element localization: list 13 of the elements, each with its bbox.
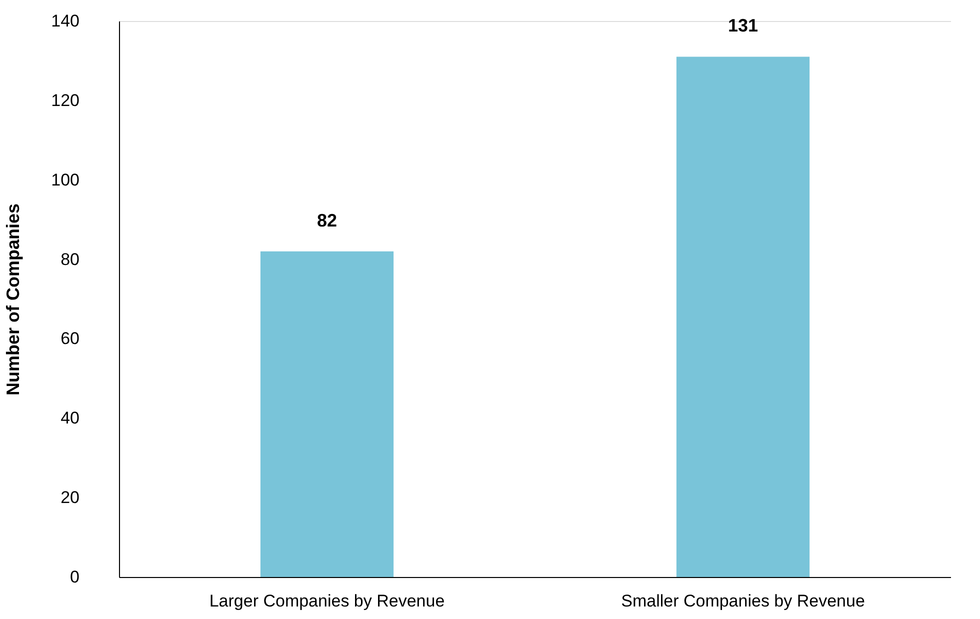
y-tick-label: 120 bbox=[51, 90, 80, 110]
y-tick-label: 60 bbox=[60, 329, 80, 348]
y-tick-label: 40 bbox=[60, 408, 80, 428]
y-tick-label: 0 bbox=[70, 568, 80, 586]
x-tick-label: Larger Companies by Revenue bbox=[209, 592, 445, 610]
data-label: 82 bbox=[316, 210, 338, 230]
y-tick-label: 140 bbox=[51, 12, 80, 30]
x-tick-label: Smaller Companies by Revenue bbox=[621, 592, 865, 610]
y-tick-label: 100 bbox=[51, 170, 80, 190]
y-axis-title: Number of Companies bbox=[3, 203, 24, 396]
y-tick-label: 80 bbox=[60, 250, 80, 269]
y-tick-label: 20 bbox=[60, 488, 80, 508]
data-label: 131 bbox=[728, 16, 758, 36]
